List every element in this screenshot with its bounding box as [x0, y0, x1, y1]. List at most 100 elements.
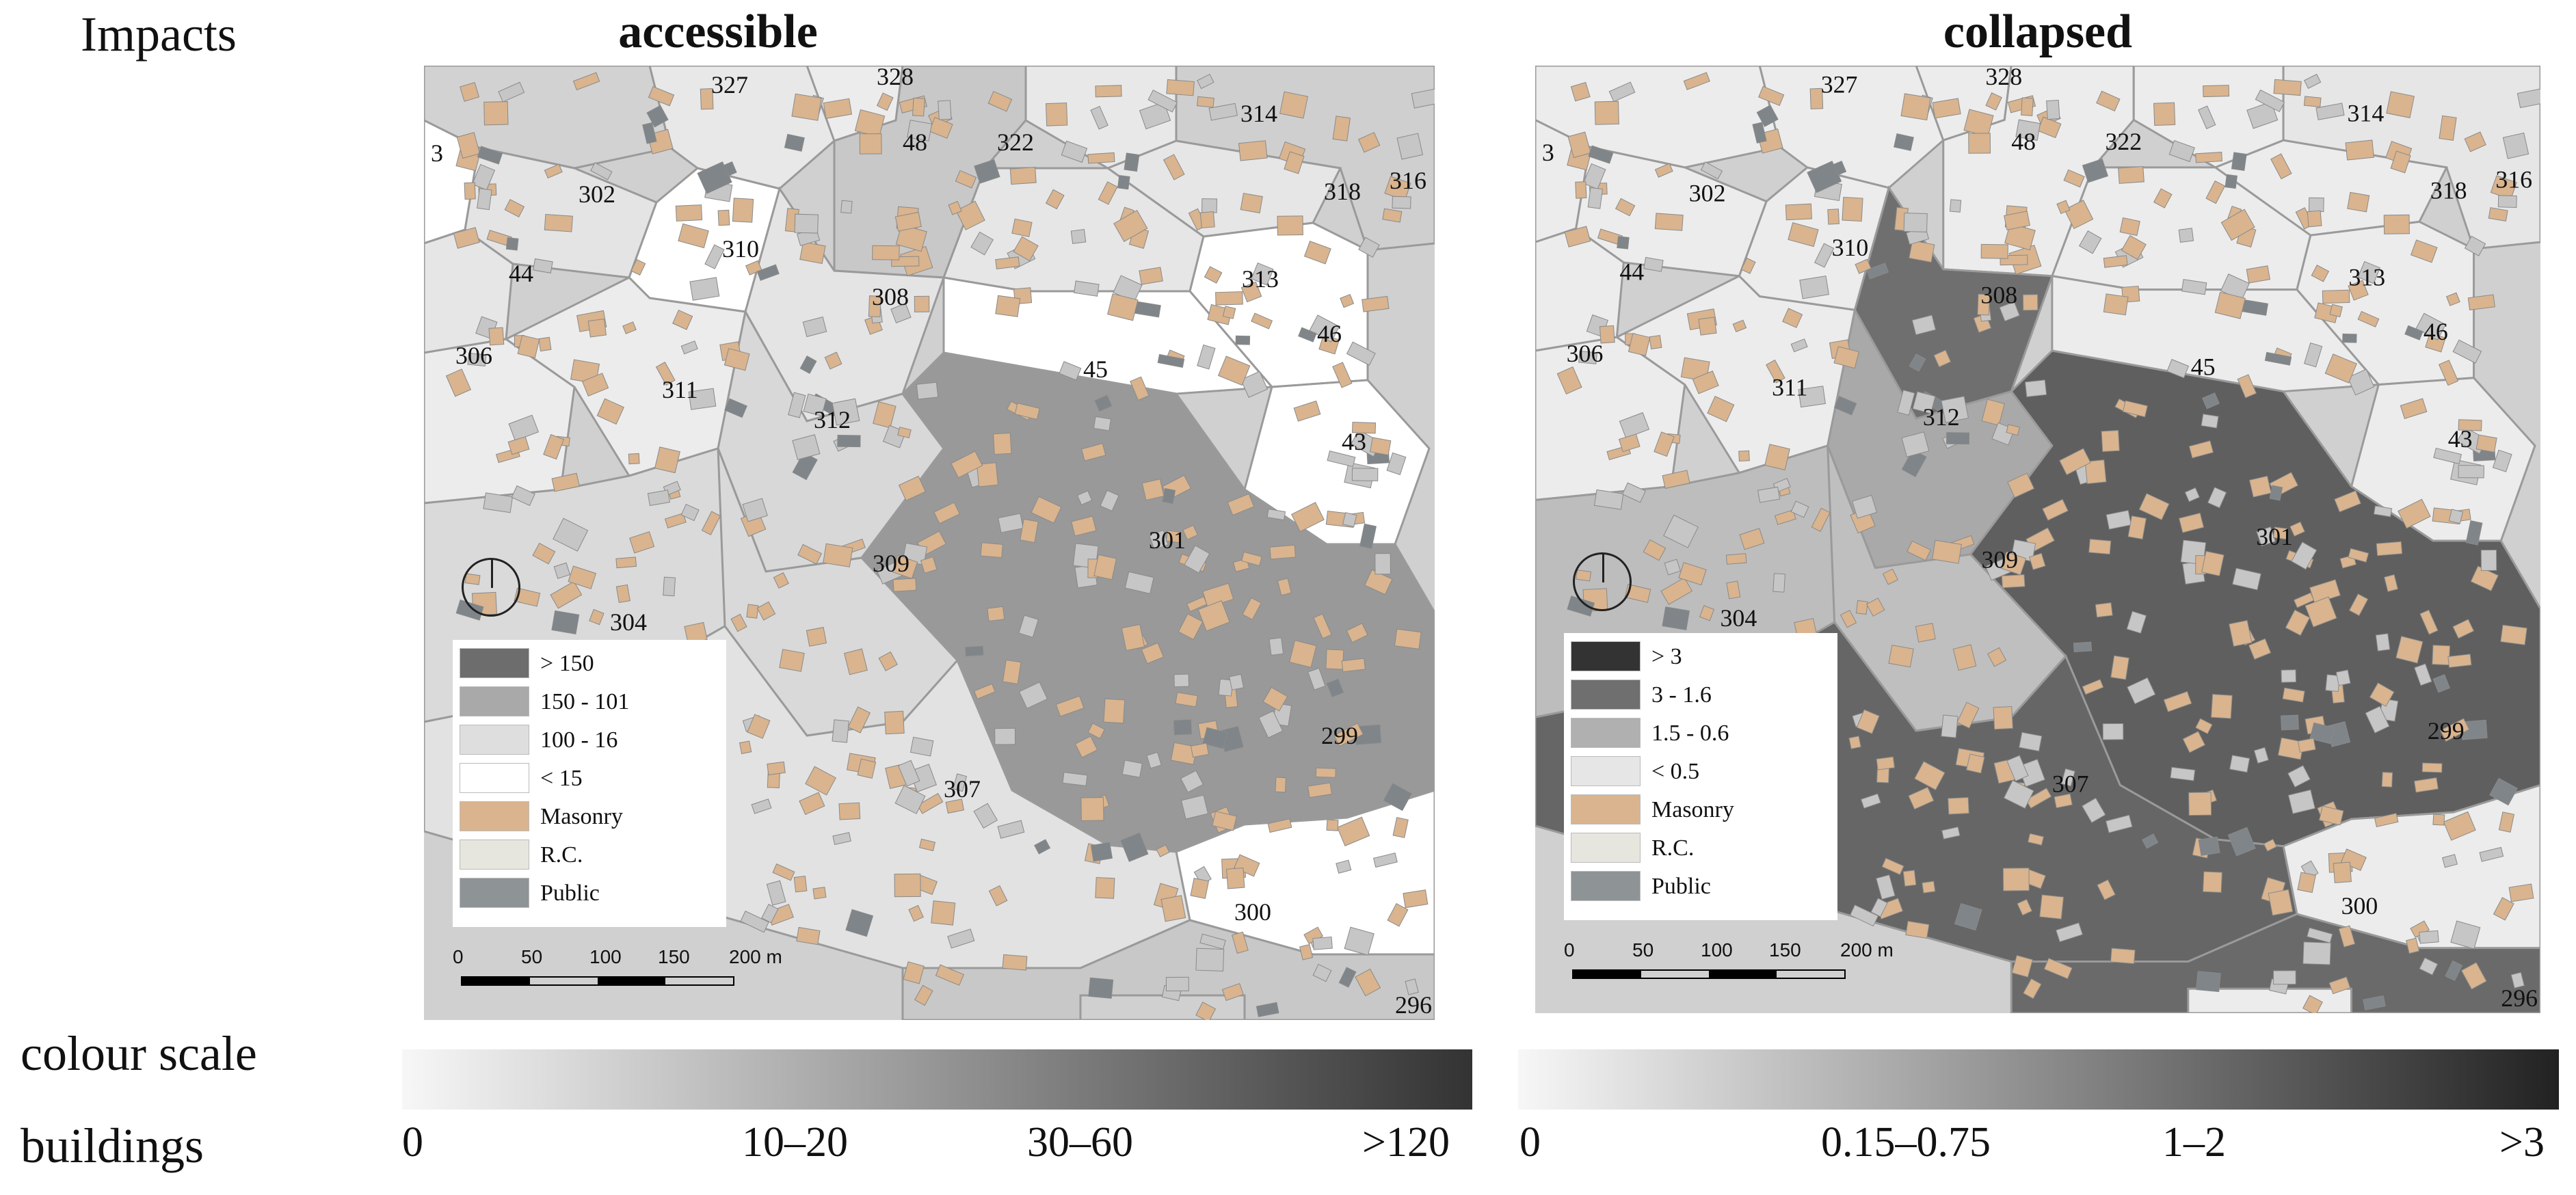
building — [1149, 530, 1169, 550]
building — [1312, 963, 1332, 982]
building — [1908, 786, 1935, 810]
zone-label: 301 — [1149, 526, 1186, 554]
legend-label: 3 - 1.6 — [1651, 682, 1712, 708]
zone-label: 308 — [1980, 282, 2017, 309]
building — [2414, 663, 2432, 686]
building — [847, 706, 871, 734]
building — [1662, 606, 1690, 631]
zone-label: 309 — [1981, 546, 2018, 574]
building — [1582, 163, 1606, 190]
scale-bar-label: 200 m — [729, 946, 782, 967]
building — [2273, 970, 2296, 985]
building — [2170, 766, 2196, 781]
zone-label: 314 — [2348, 99, 2385, 126]
building — [1166, 79, 1195, 96]
building — [2237, 374, 2257, 399]
building — [1002, 659, 1022, 684]
building — [1618, 433, 1641, 453]
building — [1240, 193, 1263, 214]
building — [2269, 485, 2283, 501]
building — [1227, 493, 1255, 516]
building — [551, 610, 580, 634]
building — [916, 381, 939, 400]
building — [2447, 654, 2472, 668]
building — [1014, 403, 1040, 420]
building — [1351, 468, 1379, 481]
building — [572, 72, 600, 91]
building — [2291, 541, 2318, 570]
building — [799, 355, 817, 374]
building — [2419, 957, 2439, 976]
building — [2347, 191, 2370, 213]
building — [596, 398, 624, 425]
building — [2227, 827, 2256, 857]
building — [445, 368, 472, 397]
building — [1628, 333, 1651, 356]
building — [1799, 276, 1829, 299]
building — [663, 576, 676, 597]
building — [2384, 574, 2399, 592]
building — [1772, 573, 1786, 593]
building — [2302, 941, 2331, 965]
building — [756, 601, 776, 621]
building — [1267, 818, 1292, 833]
legend-label: Masonry — [1651, 797, 1734, 822]
building — [1336, 859, 1352, 874]
legend-label: 100 - 16 — [540, 727, 618, 753]
building — [2007, 472, 2035, 498]
building — [2017, 898, 2032, 916]
building — [2178, 512, 2205, 533]
building — [773, 572, 789, 589]
building — [1396, 133, 1424, 160]
building — [2220, 209, 2255, 241]
building — [2153, 102, 2176, 126]
building — [837, 434, 861, 448]
building — [1093, 416, 1112, 431]
building — [2006, 755, 2029, 782]
building — [505, 237, 519, 251]
building — [2110, 655, 2129, 680]
building — [1556, 366, 1582, 395]
building — [2369, 682, 2395, 707]
building — [1660, 577, 1693, 605]
building — [1386, 452, 1407, 476]
building — [1359, 523, 1377, 549]
zone-label: 318 — [2430, 177, 2467, 204]
building — [2502, 132, 2529, 159]
building — [460, 82, 480, 102]
building — [1922, 881, 1936, 894]
building — [2188, 792, 2212, 816]
building — [2088, 539, 2112, 555]
building — [799, 792, 825, 816]
legend-label: < 0.5 — [1651, 759, 1700, 784]
building — [2452, 619, 2475, 639]
building — [1240, 551, 1262, 567]
building — [1570, 81, 1591, 102]
zone-label: 309 — [873, 550, 909, 577]
building — [1202, 727, 1228, 749]
building — [892, 554, 918, 579]
building — [739, 740, 752, 755]
building — [1018, 682, 1048, 709]
building — [1909, 353, 1926, 372]
building — [2311, 265, 2330, 282]
building — [2042, 498, 2069, 521]
building — [1289, 640, 1317, 668]
building — [453, 227, 480, 249]
building — [2253, 747, 2269, 764]
building — [918, 838, 936, 852]
zone-label: 304 — [1721, 604, 1757, 632]
building — [1956, 701, 1980, 729]
building — [2272, 526, 2288, 540]
building — [1619, 412, 1650, 439]
building — [538, 336, 552, 352]
building — [1215, 291, 1243, 306]
building — [1199, 211, 1215, 229]
building — [664, 513, 687, 528]
building — [2006, 424, 2020, 436]
building — [2303, 73, 2322, 90]
building — [1358, 237, 1380, 258]
building — [1901, 431, 1930, 457]
building — [998, 513, 1024, 533]
building — [2211, 694, 2233, 719]
